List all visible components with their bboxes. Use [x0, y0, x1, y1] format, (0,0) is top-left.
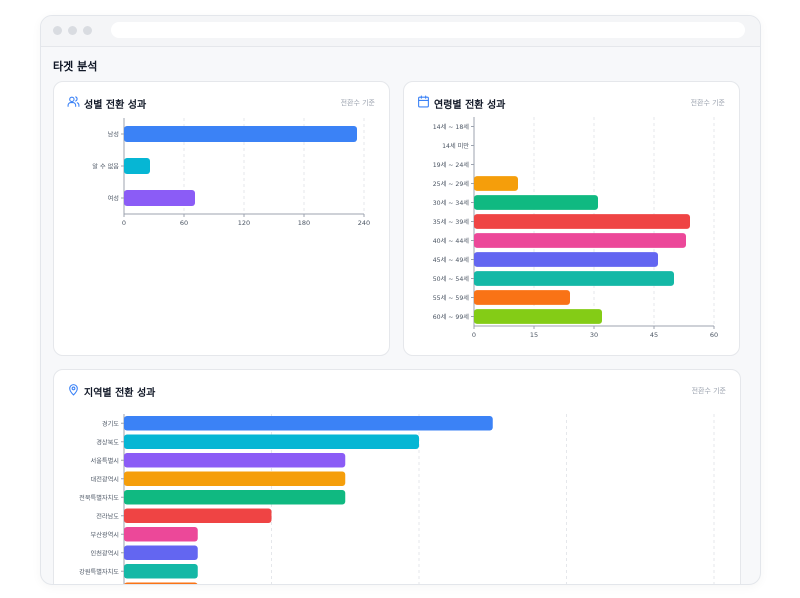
bar-region	[124, 508, 272, 523]
gender-card-note: 전환수 기준	[340, 99, 375, 107]
age-card-title: 연령별 전환 성과	[434, 100, 506, 111]
x-tick-label: 15	[530, 331, 538, 339]
y-tick-label: 14세 ~ 18세	[433, 123, 470, 131]
y-tick-label: 부산광역시	[91, 531, 119, 539]
y-tick-label: 인천광역시	[91, 549, 119, 557]
bar-region	[124, 582, 198, 584]
y-tick-label: 50세 ~ 54세	[433, 275, 470, 283]
window-titlebar	[41, 16, 760, 47]
window-close-dot[interactable]	[53, 26, 62, 35]
y-tick-label: 경기도	[102, 420, 119, 428]
bar-age	[474, 176, 518, 191]
y-tick-label: 60세 ~ 99세	[433, 313, 470, 321]
users-icon	[67, 96, 80, 107]
y-tick-label: 전라남도	[96, 512, 119, 520]
bar-region	[124, 416, 493, 431]
gender-card-title: 성별 전환 성과	[84, 100, 147, 111]
y-tick-label: 14세 미만	[442, 142, 469, 150]
region-chart: 경기도경상북도서울특별시대전광역시전북특별자치도전라남도부산광역시인천광역시강원…	[79, 414, 715, 584]
bar-age	[474, 290, 570, 305]
bar-gender	[124, 158, 150, 174]
y-tick-label: 알 수 없음	[92, 163, 119, 171]
bar-region	[124, 490, 346, 505]
x-tick-label: 0	[122, 219, 126, 227]
bar-region	[124, 527, 198, 542]
region-card-note: 전환수 기준	[691, 387, 726, 395]
y-tick-label: 45세 ~ 49세	[433, 256, 470, 264]
map-pin-icon	[69, 384, 78, 396]
age-chart: 14세 ~ 18세 14세 미만 19세 ~ 24세 25세 ~ 29세 30세 ~ 3…	[433, 117, 718, 339]
page-title: 타겟 분석	[53, 60, 98, 73]
bar-age	[474, 195, 598, 210]
x-tick-label: 45	[650, 331, 658, 339]
window-minimize-dot[interactable]	[68, 26, 77, 35]
bar-region	[124, 564, 198, 579]
y-tick-label: 35세 ~ 39세	[433, 218, 470, 226]
x-tick-label: 240	[358, 219, 370, 227]
x-tick-label: 120	[238, 219, 250, 227]
age-card: 연령별 전환 성과 전환수 기준 14세 ~ 18세 14세 미만 19세 ~ 24…	[403, 81, 740, 356]
x-tick-label: 0	[472, 331, 476, 339]
age-card-note: 전환수 기준	[690, 99, 725, 107]
bar-region	[124, 434, 419, 449]
bar-region	[124, 471, 346, 486]
bar-age	[474, 309, 602, 324]
y-tick-label: 25세 ~ 29세	[433, 180, 470, 188]
y-tick-label: 30세 ~ 34세	[433, 199, 470, 207]
y-tick-label: 전북특별자치도	[79, 494, 119, 502]
bar-age	[474, 252, 658, 267]
bar-gender	[124, 190, 195, 206]
address-bar[interactable]	[111, 22, 745, 38]
x-tick-label: 60	[710, 331, 718, 339]
region-card-title: 지역별 전환 성과	[84, 388, 156, 399]
y-tick-label: 여성	[108, 195, 119, 203]
y-tick-label: 대전광역시	[91, 475, 119, 483]
y-tick-label: 강원특별자치도	[79, 568, 119, 576]
bar-region	[124, 453, 346, 468]
y-tick-label: 서울특별시	[91, 457, 119, 465]
y-tick-label: 19세 ~ 24세	[433, 161, 470, 169]
x-tick-label: 30	[590, 331, 598, 339]
x-tick-label: 60	[180, 219, 188, 227]
y-tick-label: 55세 ~ 59세	[433, 294, 470, 302]
x-tick-label: 180	[298, 219, 310, 227]
bar-gender	[124, 126, 357, 142]
bar-age	[474, 271, 674, 286]
y-tick-label: 경상북도	[96, 438, 119, 446]
bar-age	[474, 214, 690, 229]
calendar-icon	[418, 95, 429, 108]
window-maximize-dot[interactable]	[83, 26, 92, 35]
y-tick-label: 40세 ~ 44세	[433, 237, 470, 245]
y-tick-label: 남성	[108, 131, 119, 139]
bar-age	[474, 233, 686, 248]
bar-region	[124, 545, 198, 560]
